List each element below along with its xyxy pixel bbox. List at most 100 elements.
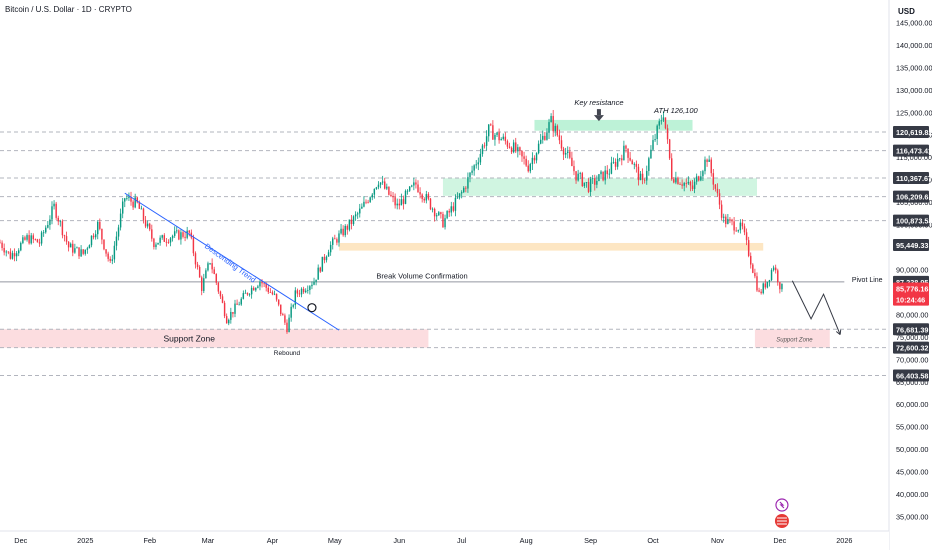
candle-body [348, 219, 351, 230]
candle-body [756, 276, 758, 291]
candle-body [257, 286, 259, 288]
time-tick-label: Apr [267, 536, 279, 545]
candle-body [290, 306, 292, 318]
candle-body [242, 293, 245, 299]
icons-layer [774, 498, 789, 528]
annotation-7: Pivot Line [852, 277, 883, 284]
time-tick-label: May [328, 536, 342, 545]
candle-body [228, 319, 230, 324]
candle-body [639, 173, 642, 181]
candle-body [346, 225, 349, 230]
candle-body [404, 190, 407, 204]
candle-body [282, 314, 284, 316]
price-tick-label: 40,000.00 [896, 490, 928, 499]
currency-label[interactable]: USD [898, 7, 915, 16]
candle-body [159, 237, 161, 243]
candle-body [716, 188, 719, 194]
candle-body [365, 201, 367, 203]
candle-body [670, 158, 673, 180]
candle-body [656, 125, 658, 140]
candle-body [115, 236, 118, 246]
candle-body [504, 136, 507, 142]
candle-body [741, 222, 744, 227]
candle-body [255, 287, 257, 291]
candle-body [444, 218, 446, 228]
price-label-text: 100,873.53 [896, 217, 932, 226]
candle-body [315, 279, 317, 282]
candle-body [396, 203, 398, 206]
candle-body [238, 304, 240, 306]
candle-body [292, 305, 294, 307]
price-label-text: 116,473.41 [896, 147, 932, 156]
support-zone-right [754, 329, 830, 348]
price-label-box [893, 369, 929, 382]
candle-body [265, 283, 267, 288]
candle-body [677, 177, 679, 185]
candle-body [768, 280, 771, 282]
candle-body [668, 139, 671, 159]
price-tick-label: 115,000.00 [896, 153, 932, 162]
candle-body [76, 247, 78, 249]
time-tick-label: Nov [711, 536, 724, 545]
candle-body [361, 206, 363, 209]
candle-body [213, 269, 215, 274]
candle-body [693, 181, 696, 190]
candle-body [502, 136, 504, 139]
time-tick-label: Jun [393, 536, 405, 545]
candle-body [660, 120, 663, 122]
candle-body [190, 232, 193, 238]
candle-body [739, 222, 742, 231]
candle-body [579, 173, 581, 174]
candle-body [754, 272, 756, 277]
candle-body [80, 249, 82, 257]
candle-body [675, 177, 677, 183]
candle-body [689, 181, 692, 186]
candle-body [600, 171, 602, 175]
candle-body [126, 198, 128, 199]
price-label-box [893, 190, 929, 203]
candle-body [625, 145, 627, 149]
candle-body [334, 238, 336, 240]
price-axis[interactable]: 35,000.00 40,000.00 45,000.00 50,000.00 55,0… [888, 0, 932, 550]
candle-body [573, 166, 575, 172]
candle-body [560, 140, 563, 149]
candle-body [275, 293, 278, 300]
price-tick-label: 65,000.00 [896, 378, 928, 387]
candle-body [88, 245, 91, 249]
candle-body [440, 212, 442, 215]
price-label-box [893, 323, 929, 336]
candle-body [363, 201, 365, 207]
candle-body [338, 233, 340, 243]
candle-body [219, 291, 222, 297]
candle-body [138, 202, 141, 209]
candle-body [186, 230, 188, 238]
candle-body [277, 299, 280, 305]
candle-body [340, 228, 342, 234]
candle-body [67, 241, 70, 248]
candle-body [415, 182, 417, 185]
candle-body [619, 158, 621, 160]
candle-body [302, 288, 305, 293]
candle-body [433, 208, 436, 217]
candle-body [585, 182, 588, 183]
candle-body [53, 203, 55, 207]
candle-body [473, 165, 475, 171]
candle-body [373, 188, 376, 195]
time-axis[interactable]: Dec 2025 Feb Mar Apr May Jun Jul Aug Sep Oct Nov Dec… [0, 530, 889, 550]
candle-body [552, 116, 554, 132]
candle-body [442, 214, 444, 228]
candle-body [777, 270, 779, 283]
candle-body [587, 182, 590, 192]
candles-layer [0, 109, 783, 334]
price-tick-label: 60,000.00 [896, 400, 928, 409]
candle-body [394, 197, 396, 206]
candle-body [608, 173, 611, 175]
candle-body [623, 145, 625, 161]
candle-body [575, 171, 577, 181]
candle-body [225, 316, 228, 324]
candle-body [718, 193, 721, 205]
candle-body [725, 216, 727, 224]
candle-body [525, 158, 527, 166]
candle-body [411, 185, 413, 187]
